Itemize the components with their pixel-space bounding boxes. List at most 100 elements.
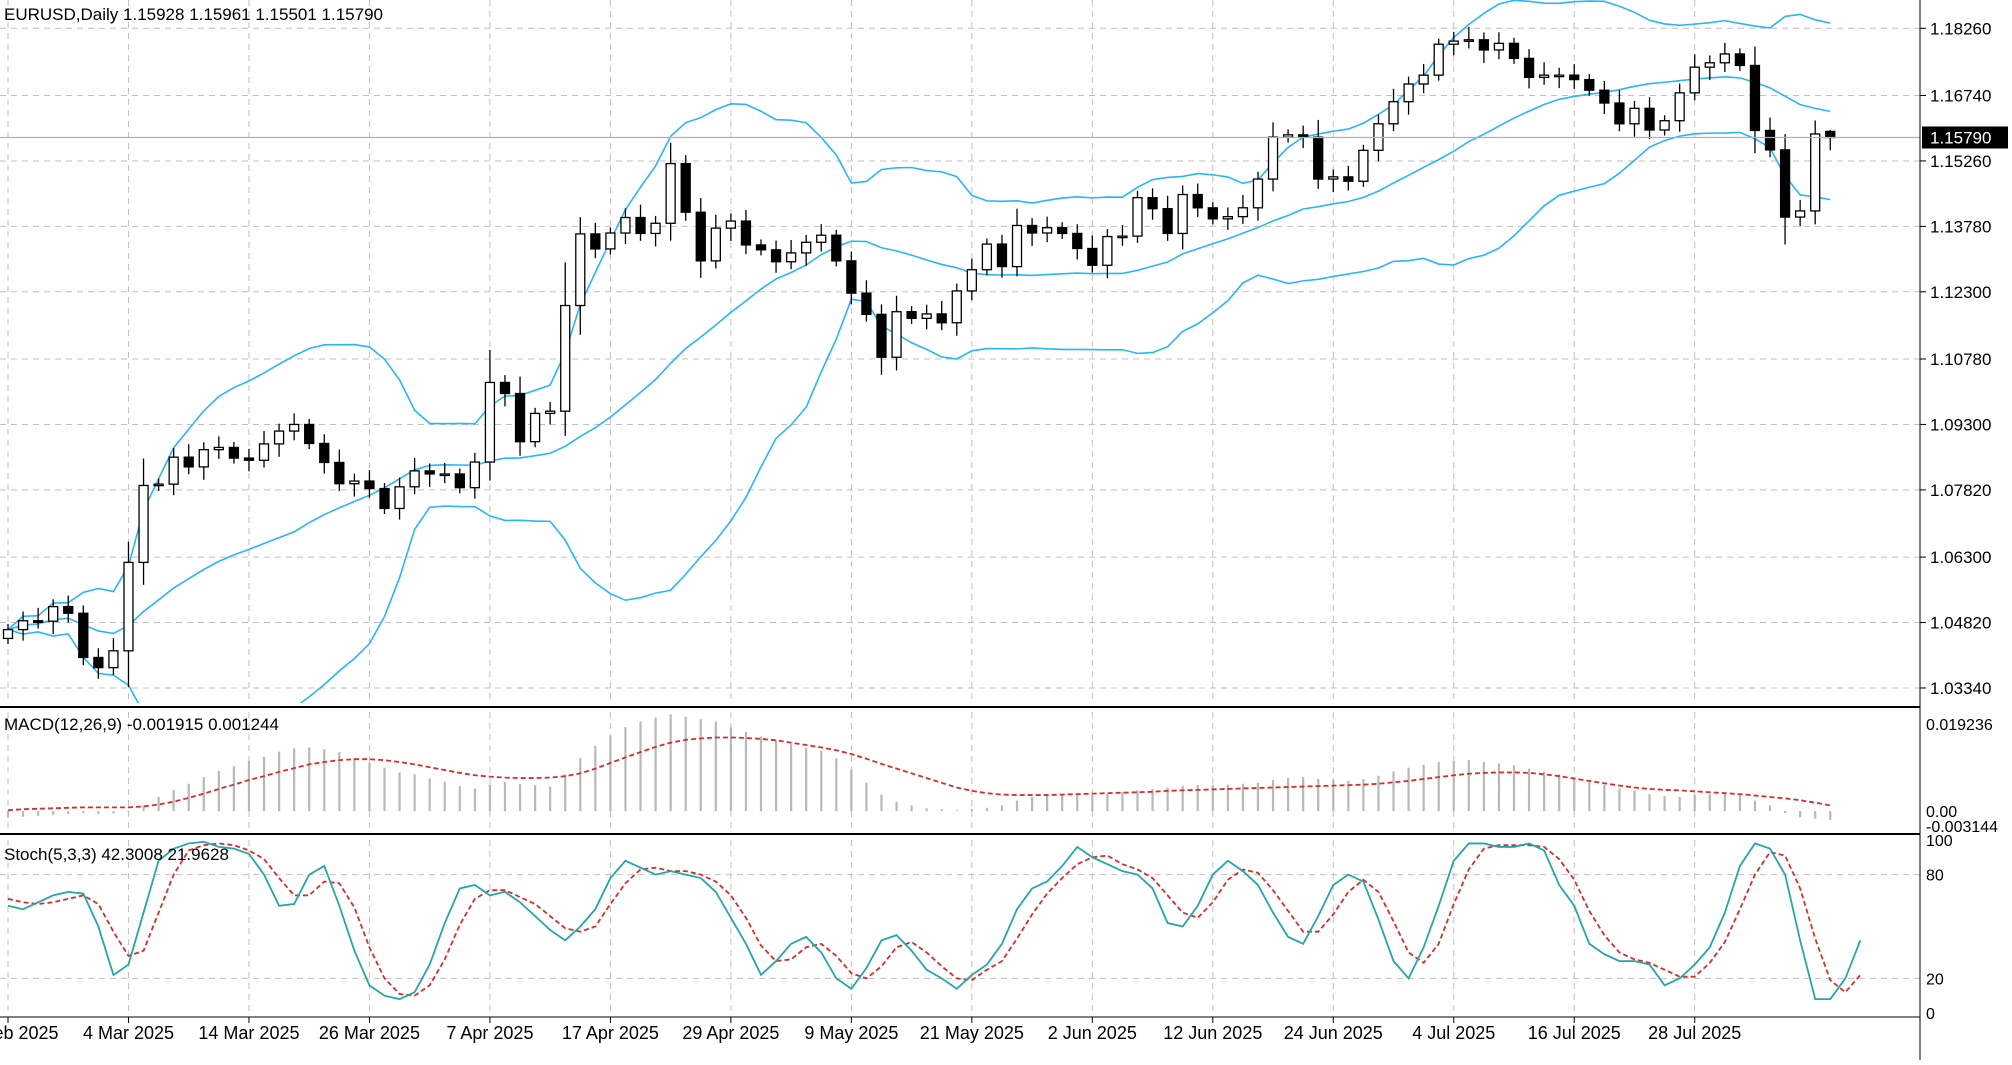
bull-candle bbox=[1810, 133, 1821, 212]
bull-candle bbox=[469, 461, 481, 489]
symbol-header: EURUSD,Daily 1.15928 1.15961 1.15501 1.1… bbox=[4, 5, 383, 24]
bear-candle bbox=[680, 162, 691, 213]
bull-candle bbox=[439, 473, 450, 477]
bear-candle bbox=[1569, 74, 1580, 81]
bear-candle bbox=[1026, 224, 1038, 234]
y-tick-label: 1.06300 bbox=[1930, 548, 1991, 567]
x-tick-label: 16 Jul 2025 bbox=[1528, 1023, 1621, 1043]
x-tick-label: 17 Apr 2025 bbox=[562, 1023, 659, 1043]
bull-candle bbox=[1267, 136, 1279, 180]
bull-candle bbox=[1011, 224, 1023, 268]
bear-candle bbox=[590, 233, 601, 250]
y-tick-label: 1.18260 bbox=[1930, 19, 1991, 38]
stoch-main-line bbox=[7, 840, 1862, 1001]
bull-candle bbox=[1403, 83, 1414, 103]
bull-candle bbox=[123, 561, 134, 652]
bull-candle bbox=[17, 620, 29, 631]
bear-candle bbox=[740, 220, 752, 246]
bear-candle bbox=[936, 313, 947, 324]
x-tick-label: 24 Jun 2025 bbox=[1284, 1023, 1383, 1043]
bull-candle bbox=[48, 605, 59, 622]
bull-candle bbox=[575, 233, 586, 307]
x-tick-label: 28 Jul 2025 bbox=[1648, 1023, 1741, 1043]
bull-candle bbox=[1132, 196, 1143, 237]
y-tick-label: 1.04820 bbox=[1930, 614, 1991, 633]
bear-candle bbox=[906, 311, 917, 319]
grid bbox=[0, 0, 1920, 1013]
bear-candle bbox=[1298, 134, 1309, 138]
bull-candle bbox=[484, 381, 496, 463]
macd-y-tick-label: 0.019236 bbox=[1926, 717, 1993, 734]
bull-candle bbox=[951, 290, 962, 324]
stoch-y-tick-label: 20 bbox=[1926, 971, 1944, 988]
bear-candle bbox=[1087, 247, 1098, 266]
bear-candle bbox=[319, 442, 330, 464]
bear-candle bbox=[1478, 39, 1490, 51]
bear-candle bbox=[228, 446, 240, 459]
bull-candle bbox=[650, 222, 661, 235]
bull-candle bbox=[1222, 215, 1234, 220]
y-tick-label: 1.03340 bbox=[1930, 679, 1991, 698]
bull-candle bbox=[1177, 193, 1188, 235]
bear-candle bbox=[78, 612, 89, 659]
bear-candle bbox=[846, 260, 857, 294]
bear-candle bbox=[304, 423, 315, 445]
bear-candle bbox=[1825, 130, 1836, 139]
bull-candle bbox=[273, 430, 285, 445]
bull-candle bbox=[108, 650, 119, 669]
bear-candle bbox=[499, 381, 511, 395]
macd-signal-line bbox=[7, 736, 1831, 812]
bear-candle bbox=[831, 234, 842, 262]
bear-candle bbox=[93, 656, 104, 669]
bull-candle bbox=[545, 410, 556, 415]
bear-candle bbox=[755, 244, 767, 251]
bull-candle bbox=[394, 486, 405, 510]
stoch-y-tick-label: 80 bbox=[1926, 868, 1944, 885]
bull-candle bbox=[138, 484, 149, 564]
bull-candle bbox=[1388, 101, 1399, 125]
bear-candle bbox=[1614, 102, 1625, 125]
bull-candle bbox=[1674, 92, 1685, 122]
stoch-y-tick-label: 100 bbox=[1926, 833, 1953, 850]
bull-candle bbox=[1493, 42, 1505, 51]
bollinger-bands bbox=[7, 0, 1831, 703]
bear-candle bbox=[770, 249, 782, 263]
bull-candle bbox=[409, 470, 420, 488]
last-price-tag bbox=[1922, 126, 2008, 149]
x-tick-label: 20 Feb 2025 bbox=[0, 1023, 59, 1043]
bear-candle bbox=[1523, 57, 1535, 79]
bull-candle bbox=[1538, 74, 1550, 79]
bear-candle bbox=[1779, 149, 1791, 218]
x-tick-label: 12 Jun 2025 bbox=[1163, 1023, 1262, 1043]
bull-candle bbox=[1448, 40, 1459, 45]
bear-candle bbox=[1147, 196, 1158, 210]
x-tick-label: 7 Apr 2025 bbox=[446, 1023, 533, 1043]
bull-candle bbox=[1463, 39, 1474, 42]
bull-candle bbox=[921, 313, 932, 319]
bear-candle bbox=[1644, 107, 1655, 131]
bull-candle bbox=[213, 446, 224, 451]
x-tick-label: 4 Jul 2025 bbox=[1412, 1023, 1495, 1043]
x-tick-label: 26 Mar 2025 bbox=[319, 1023, 420, 1043]
bear-candle bbox=[379, 487, 390, 510]
x-tick-label: 14 Mar 2025 bbox=[198, 1023, 299, 1043]
bull-candle bbox=[1237, 207, 1249, 218]
macd-pane bbox=[6, 714, 1832, 821]
bear-candle bbox=[183, 456, 194, 468]
x-tick-label: 2 Jun 2025 bbox=[1048, 1023, 1137, 1043]
bull-candle bbox=[1328, 176, 1339, 180]
bull-candle bbox=[1659, 120, 1670, 131]
bull-candle bbox=[1418, 74, 1429, 85]
bollinger-lower-line bbox=[7, 131, 1831, 703]
bear-candle bbox=[996, 243, 1008, 268]
bull-candle bbox=[1689, 66, 1700, 94]
bull-candle bbox=[1433, 43, 1444, 76]
bull-candle bbox=[816, 234, 827, 243]
bear-candle bbox=[1162, 208, 1173, 235]
bull-candle bbox=[1794, 210, 1806, 218]
bollinger-middle-line bbox=[7, 76, 1831, 635]
bull-candle bbox=[153, 483, 164, 487]
bull-candle bbox=[710, 227, 721, 262]
